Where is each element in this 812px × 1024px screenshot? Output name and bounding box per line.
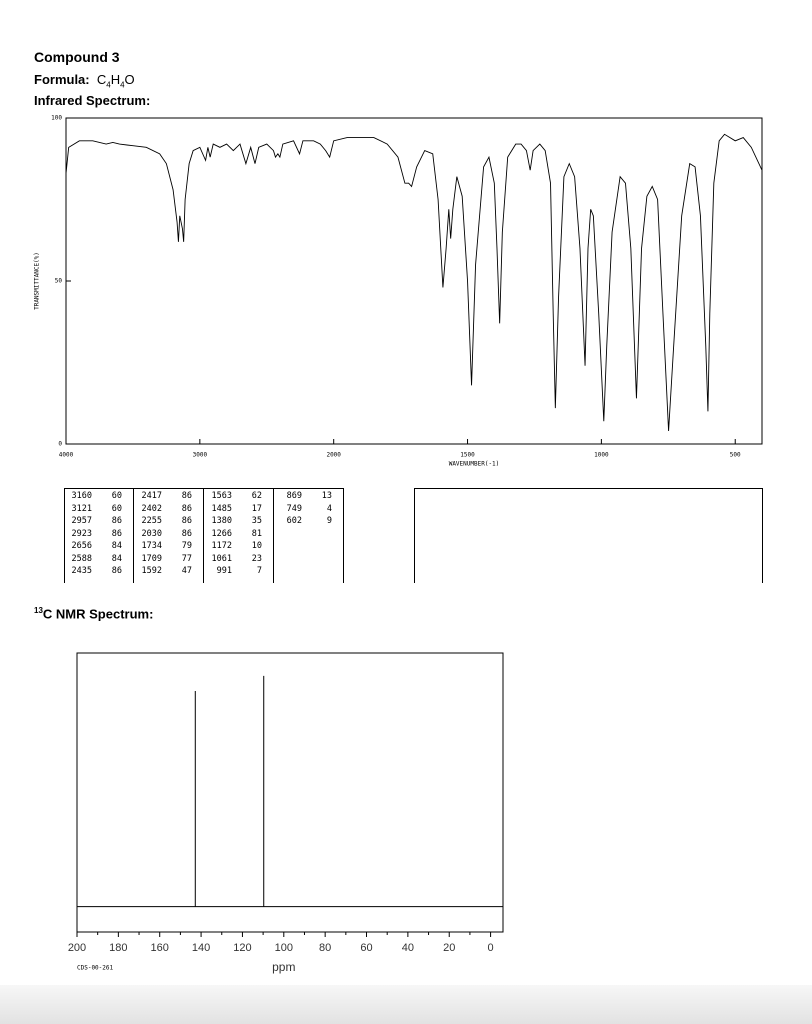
peak-transmittance: 77 [181, 553, 192, 564]
peak-transmittance: 60 [111, 503, 122, 514]
x-tick-label: 200 [68, 942, 86, 954]
table-rule [343, 489, 344, 583]
formula-label: Formula: [34, 72, 90, 87]
peak-transmittance: 60 [111, 491, 122, 501]
table-rule [203, 489, 204, 583]
peak-wavenumber: 1380 [211, 516, 232, 526]
peak-transmittance: 86 [181, 491, 192, 501]
formula-part: C [96, 72, 107, 87]
peak-wavenumber: 2656 [71, 541, 92, 551]
peak-wavenumber: 602 [286, 516, 302, 526]
x-tick-label: 20 [443, 942, 455, 954]
x-tick-label: 4000 [59, 452, 74, 459]
x-tick-label: 140 [192, 942, 210, 954]
formula: C4H4O [96, 72, 135, 90]
peak-transmittance: 81 [251, 528, 262, 539]
x-tick-label: 160 [151, 942, 169, 954]
title: Compound 3 [34, 49, 120, 65]
x-tick-label: 1500 [460, 452, 475, 459]
peak-wavenumber: 869 [286, 491, 302, 501]
table-rule [64, 489, 65, 583]
peak-transmittance: 7 [256, 566, 262, 576]
peak-transmittance: 84 [111, 553, 122, 564]
peak-transmittance: 35 [251, 516, 262, 526]
peak-wavenumber: 2435 [71, 566, 92, 576]
table-rule [133, 489, 134, 583]
peak-wavenumber: 2402 [141, 503, 162, 514]
peak-transmittance: 62 [251, 491, 262, 501]
peak-wavenumber: 2588 [71, 553, 92, 564]
peak-wavenumber: 2030 [141, 528, 162, 539]
peak-wavenumber: 1485 [211, 503, 232, 514]
peak-transmittance: 23 [251, 553, 262, 564]
peak-wavenumber: 1709 [141, 553, 162, 564]
nmr-label: 13C NMR Spectrum: [34, 606, 153, 621]
x-tick-label: 1000 [594, 452, 609, 459]
x-axis-label: WAVENUMBER(-1) [449, 461, 500, 468]
x-tick-label: 80 [319, 942, 331, 954]
peak-wavenumber: 1061 [211, 553, 232, 564]
peak-transmittance: 9 [326, 516, 332, 526]
nmr-label-text: C NMR Spectrum: [42, 606, 154, 622]
x-axis-label: ppm [272, 960, 295, 974]
x-tick-label: 180 [109, 942, 127, 954]
peak-wavenumber: 2417 [141, 491, 162, 501]
footer-band [0, 985, 812, 1024]
peak-transmittance: 79 [181, 541, 192, 551]
peak-transmittance: 86 [181, 528, 192, 539]
formula-part: O [124, 72, 135, 87]
y-axis-label: TRANSMITTANCE(%) [34, 252, 41, 310]
peak-wavenumber: 3121 [71, 503, 92, 514]
peak-wavenumber: 991 [216, 566, 232, 576]
x-tick-label: 0 [488, 942, 494, 954]
formula-row: Formula: C4H4O [34, 72, 135, 90]
peak-wavenumber: 2923 [71, 528, 92, 539]
nmr-label-sup: 13 [34, 606, 43, 615]
peak-transmittance: 86 [111, 516, 122, 526]
peak-transmittance: 13 [321, 491, 332, 501]
plot-frame [76, 652, 504, 933]
formula-part: 4 [120, 80, 125, 90]
peak-wavenumber: 1266 [211, 528, 232, 539]
x-tick-label: 100 [275, 942, 293, 954]
peak-transmittance: 17 [251, 503, 262, 514]
peak-transmittance: 4 [326, 503, 332, 514]
plot-frame [65, 117, 763, 445]
y-tick-label: 100 [51, 115, 62, 122]
peak-wavenumber: 2255 [141, 516, 162, 526]
peak-table: 3160 60 3121 60 2957 86 2923 86 2656 84 2588 84 2435… [64, 488, 344, 583]
peak-wavenumber: 1592 [141, 566, 162, 576]
peak-transmittance: 86 [111, 528, 122, 539]
peak-transmittance: 84 [111, 541, 122, 551]
x-tick-label: 120 [233, 942, 251, 954]
peak-transmittance: 47 [181, 566, 192, 576]
x-tick-label: 500 [730, 452, 741, 459]
ir-spectrum [65, 133, 763, 431]
x-tick-label: 60 [360, 942, 372, 954]
peak-transmittance: 10 [251, 541, 262, 551]
peak-transmittance: 86 [111, 566, 122, 576]
peak-wavenumber: 2957 [71, 516, 92, 526]
y-tick-label: 50 [55, 278, 63, 285]
table-rule [273, 489, 274, 583]
peak-wavenumber: 749 [286, 503, 302, 514]
peak-wavenumber: 1172 [211, 541, 232, 551]
peak-transmittance: 86 [181, 503, 192, 514]
formula-part: 4 [106, 80, 111, 90]
ir-label: Infrared Spectrum: [34, 93, 151, 108]
note: CDS-00-261 [77, 965, 114, 972]
empty-box [414, 488, 763, 583]
peak-transmittance: 86 [181, 516, 192, 526]
peak-wavenumber: 1563 [211, 491, 232, 501]
x-tick-label: 3000 [193, 452, 208, 459]
peak-wavenumber: 1734 [141, 541, 162, 551]
y-tick-label: 0 [58, 441, 62, 448]
x-tick-label: 40 [402, 942, 414, 954]
peak-wavenumber: 3160 [71, 491, 92, 501]
x-tick-label: 2000 [326, 452, 341, 459]
formula-part: H [110, 72, 121, 87]
